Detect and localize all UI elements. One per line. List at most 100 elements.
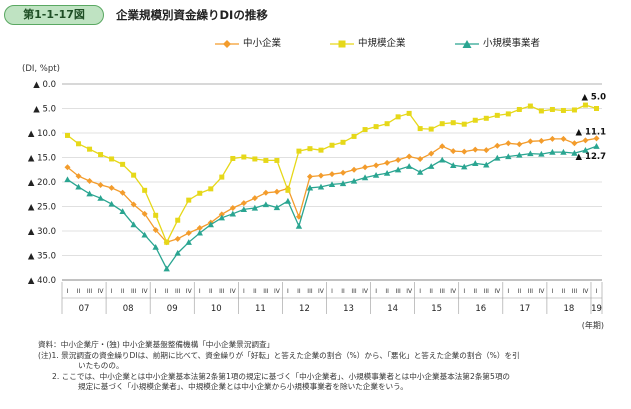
data-point-small <box>185 239 192 245</box>
data-point-small <box>119 208 126 214</box>
data-point-medium <box>406 110 412 116</box>
x-quarter-label: I <box>463 288 465 295</box>
data-point-sme <box>64 164 71 171</box>
data-point-medium <box>65 132 71 138</box>
legend-label-sme: 中小企業 <box>243 38 282 49</box>
legend-square-marker-icon <box>330 40 354 48</box>
data-point-sme <box>185 229 192 236</box>
data-point-small <box>64 176 71 183</box>
x-quarter-label: I <box>507 288 509 295</box>
data-point-small <box>538 150 545 157</box>
y-tick-label: ▲ 25.0 <box>28 203 56 213</box>
data-point-sme <box>97 181 104 188</box>
x-quarter-label: III <box>351 288 357 295</box>
data-point-medium <box>109 156 115 162</box>
data-point-small <box>439 156 446 163</box>
data-point-medium <box>384 121 390 127</box>
data-point-sme <box>75 173 82 180</box>
y-tick-label: ▲ 40.0 <box>28 276 56 286</box>
data-point-small <box>516 151 523 158</box>
x-quarter-label: II <box>341 288 345 295</box>
data-point-small <box>394 166 402 173</box>
y-tick-label: ▲ 10.0 <box>28 129 56 139</box>
data-point-sme <box>306 173 313 180</box>
x-year-label: 07 <box>79 304 90 314</box>
note-2: 2. ここでは、中小企業とは中小企業基本法第2条第1項の規定に基づく「中小企業者… <box>52 371 511 381</box>
data-point-small <box>361 174 369 181</box>
x-quarter-label: III <box>484 288 490 295</box>
x-quarter-label: II <box>473 288 477 295</box>
data-point-small <box>494 154 501 161</box>
di-line-chart: ▲ 0.0 ▲ 5.0 ▲ 10.0 ▲ 15.0 ▲ 20.0 ▲ 25.0 ▲ 30.0… <box>28 80 607 330</box>
x-quarter-label: I <box>331 288 333 295</box>
data-point-small <box>174 249 181 256</box>
legend-triangle-marker-icon <box>455 40 479 48</box>
x-quarter-label: II <box>562 288 566 295</box>
x-quarter-label: IV <box>142 288 149 295</box>
figure-notes: 資料：中小企業庁・(独) 中小企業基盤整備機構「中小企業景況調査」 (注)1. … <box>38 340 628 393</box>
x-year-label: 16 <box>475 304 486 314</box>
data-point-small <box>262 201 270 208</box>
x-quarter-label: IV <box>230 288 237 295</box>
data-point-medium <box>450 120 456 126</box>
x-year-label: 11 <box>255 304 266 314</box>
data-point-sme <box>549 135 556 142</box>
x-year-label: 13 <box>343 304 354 314</box>
data-point-medium <box>483 115 489 121</box>
x-quarter-label: II <box>77 288 81 295</box>
data-point-small <box>141 231 148 238</box>
data-point-medium <box>296 148 302 154</box>
data-point-sme <box>362 164 369 171</box>
data-point-small <box>251 204 259 211</box>
data-point-small <box>560 148 567 155</box>
x-year-label: 19 <box>591 304 602 314</box>
data-point-medium <box>538 108 544 114</box>
x-quarter-label: IV <box>538 288 545 295</box>
data-point-small <box>372 171 380 178</box>
data-point-small <box>328 181 336 188</box>
data-point-small <box>339 180 347 187</box>
data-point-sme <box>108 184 115 191</box>
x-quarter-label: IV <box>406 288 413 295</box>
data-point-medium <box>428 126 434 132</box>
data-point-sme <box>373 162 380 169</box>
x-quarter-label: IV <box>494 288 501 295</box>
x-year-label: 17 <box>519 304 530 314</box>
data-point-small <box>383 169 391 176</box>
y-tick-label: ▲ 30.0 <box>28 227 56 237</box>
data-point-small <box>450 162 457 168</box>
x-year-label: 10 <box>211 304 222 314</box>
data-point-medium <box>582 102 588 108</box>
y-tick-label: ▲ 20.0 <box>28 178 56 188</box>
data-point-small <box>483 161 490 168</box>
data-point-small <box>295 222 303 229</box>
x-quarter-label: I <box>419 288 421 295</box>
data-point-small <box>582 146 589 153</box>
data-point-sme <box>251 195 258 202</box>
data-point-small <box>196 229 203 236</box>
x-quarter-label: III <box>440 288 446 295</box>
data-point-medium <box>318 147 324 153</box>
data-point-sme <box>119 189 126 196</box>
data-point-small <box>86 190 93 197</box>
legend-label-small: 小規模事業者 <box>483 38 541 49</box>
y-axis-unit-label: (DI, %pt) <box>22 64 60 74</box>
data-point-sme <box>439 143 446 150</box>
data-point-medium <box>131 172 137 178</box>
data-point-small <box>240 206 248 213</box>
y-tick-label: ▲ 15.0 <box>28 154 56 164</box>
x-quarter-label: I <box>155 288 157 295</box>
legend-diamond-marker-icon <box>215 40 239 48</box>
x-year-label: 15 <box>431 304 442 314</box>
data-point-medium <box>263 157 269 163</box>
end-value-annotation: ▲ 12.7 <box>576 152 607 162</box>
x-quarter-label: III <box>219 288 225 295</box>
x-quarter-label: I <box>552 288 554 295</box>
data-point-sme <box>196 225 203 232</box>
x-year-label: 12 <box>299 304 310 314</box>
data-point-small <box>593 143 600 149</box>
data-point-sme <box>340 169 347 176</box>
data-point-medium <box>186 197 192 203</box>
x-quarter-label: I <box>287 288 289 295</box>
data-point-sme <box>593 135 600 142</box>
